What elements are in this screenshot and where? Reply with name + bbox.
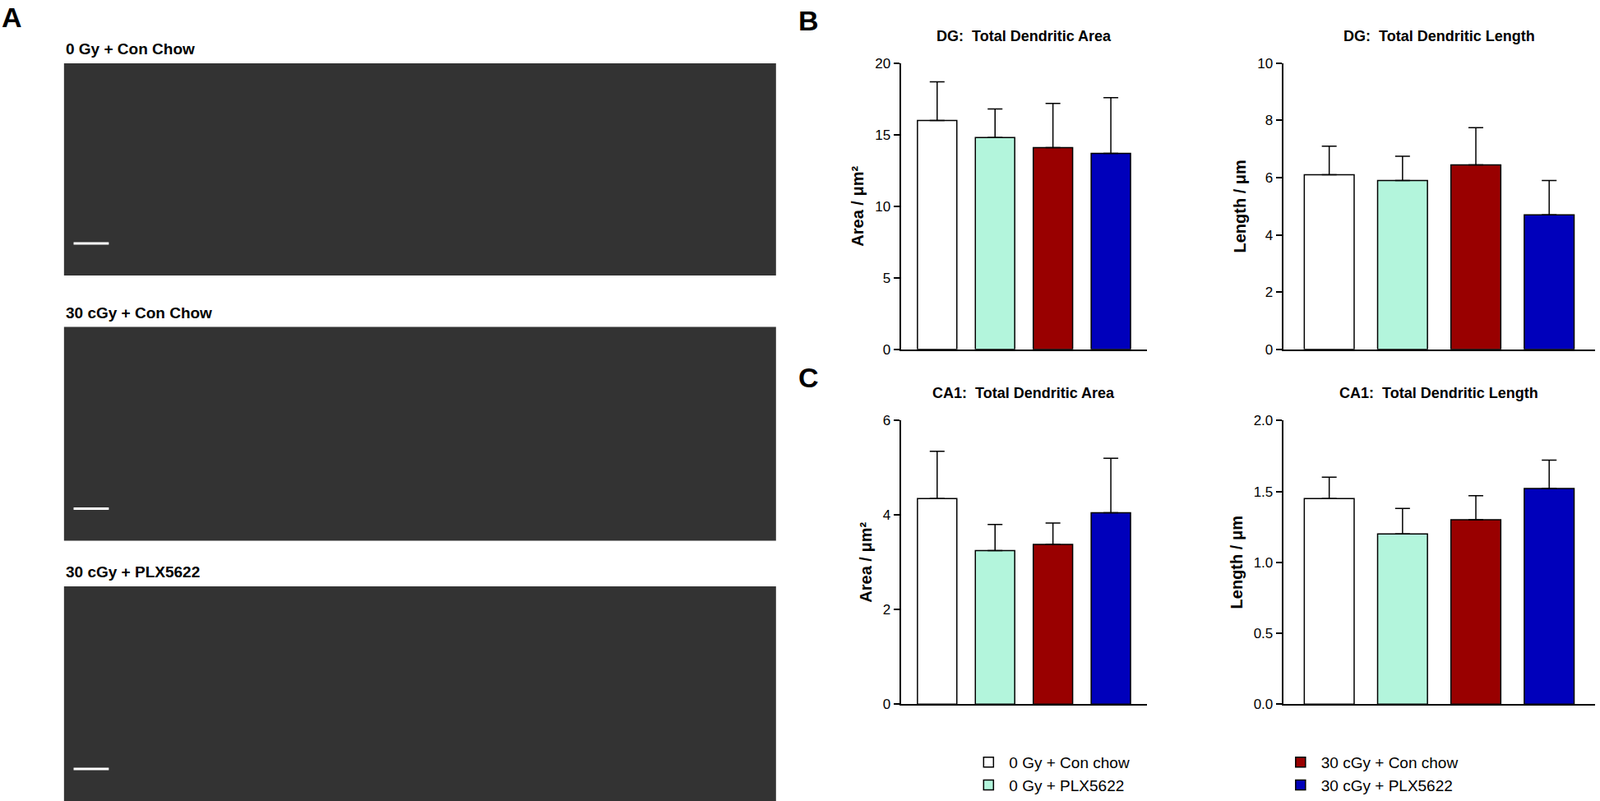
svg-text:0.5: 0.5 [1253, 625, 1274, 642]
svg-text:DG: Total Dendritic Area: DG: Total Dendritic Area [936, 27, 1112, 45]
svg-text:Area / μm²: Area / μm² [856, 521, 875, 602]
svg-text:10: 10 [1257, 55, 1273, 72]
svg-text:A: A [1, 1, 23, 33]
svg-text:2: 2 [1265, 284, 1273, 301]
svg-text:30 cGy + PLX5622: 30 cGy + PLX5622 [65, 563, 200, 581]
svg-text:30 cGy + Con Chow: 30 cGy + Con Chow [65, 304, 213, 322]
svg-text:DG: Total Dendritic Length: DG: Total Dendritic Length [1343, 27, 1536, 45]
svg-text:2.0: 2.0 [1253, 412, 1274, 429]
svg-text:20: 20 [874, 55, 891, 72]
svg-text:1.0: 1.0 [1253, 554, 1274, 571]
svg-text:Area / μm²: Area / μm² [848, 166, 867, 247]
svg-text:30 cGy + PLX5622: 30 cGy + PLX5622 [1321, 776, 1453, 795]
svg-text:15: 15 [874, 127, 891, 144]
svg-text:1.5: 1.5 [1253, 484, 1274, 500]
svg-text:30 cGy + Con chow: 30 cGy + Con chow [1321, 753, 1459, 772]
svg-text:Length / μm: Length / μm [1227, 515, 1246, 609]
svg-text:6: 6 [883, 412, 891, 429]
svg-text:5: 5 [883, 270, 891, 287]
svg-text:0 Gy + Con chow: 0 Gy + Con chow [1008, 753, 1130, 772]
svg-text:4: 4 [883, 507, 891, 523]
svg-text:0 Gy + PLX5622: 0 Gy + PLX5622 [1008, 776, 1124, 795]
svg-text:Length / μm: Length / μm [1230, 159, 1249, 253]
svg-text:8: 8 [1265, 112, 1273, 129]
svg-text:10: 10 [874, 198, 891, 215]
svg-text:B: B [798, 4, 819, 37]
svg-text:6: 6 [1265, 170, 1273, 186]
svg-text:0 Gy + Con Chow: 0 Gy + Con Chow [65, 40, 195, 58]
svg-text:2: 2 [883, 601, 891, 618]
svg-text:4: 4 [1265, 227, 1273, 244]
svg-text:0: 0 [1265, 342, 1273, 358]
svg-text:C: C [798, 361, 819, 394]
svg-text:CA1: Total Dendritic Length: CA1: Total Dendritic Length [1339, 384, 1539, 402]
svg-text:CA1: Total Dendritic Area: CA1: Total Dendritic Area [932, 384, 1115, 402]
svg-text:0: 0 [883, 342, 891, 358]
svg-text:0.0: 0.0 [1253, 696, 1274, 713]
svg-text:0: 0 [883, 696, 891, 713]
